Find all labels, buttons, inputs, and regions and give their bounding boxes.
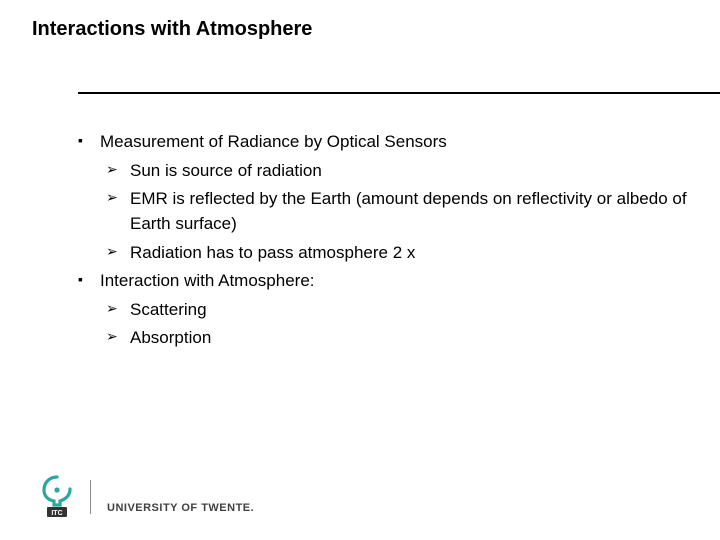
- slide: { "title": "Interactions with Atmosphere…: [0, 0, 720, 540]
- bullet-level1: Measurement of Radiance by Optical Senso…: [78, 130, 690, 155]
- bullet-level2: EMR is reflected by the Earth (amount de…: [78, 187, 690, 236]
- footer: ITC UNIVERSITY OF TWENTE.: [40, 474, 254, 518]
- itc-logo-icon: ITC: [40, 474, 74, 518]
- bullet-level1: Interaction with Atmosphere:: [78, 269, 690, 294]
- slide-title: Interactions with Atmosphere: [32, 18, 312, 41]
- horizontal-rule: [78, 92, 720, 94]
- university-name: UNIVERSITY OF TWENTE.: [107, 502, 254, 518]
- bullet-level2: Absorption: [78, 326, 690, 351]
- slide-content: Measurement of Radiance by Optical Senso…: [78, 130, 690, 355]
- bullet-level2: Radiation has to pass atmosphere 2 x: [78, 241, 690, 266]
- svg-text:ITC: ITC: [51, 510, 62, 517]
- bullet-level2: Scattering: [78, 298, 690, 323]
- footer-separator: [90, 480, 91, 514]
- bullet-level2: Sun is source of radiation: [78, 159, 690, 184]
